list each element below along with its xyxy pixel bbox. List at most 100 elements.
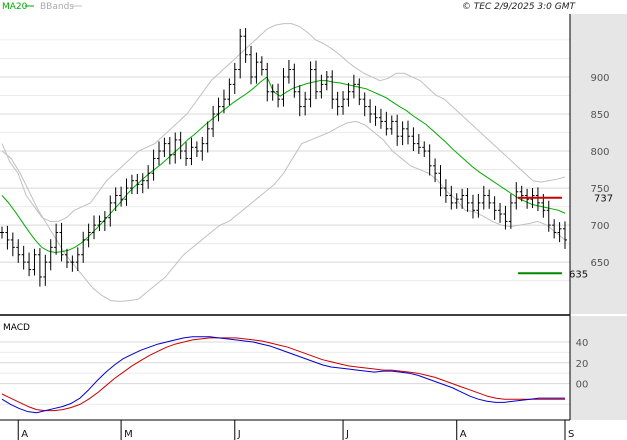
- x-tick-label: A: [460, 429, 467, 440]
- ohlc-bar: [135, 174, 140, 194]
- ohlc-bar: [173, 132, 178, 164]
- ohlc-bar: [525, 188, 530, 209]
- ohlc-bar: [470, 194, 475, 219]
- macd-panel-bg: [0, 316, 570, 420]
- ohlc-bar: [535, 187, 540, 212]
- ohlc-bar: [86, 223, 91, 248]
- ohlc-bar: [64, 248, 69, 269]
- ohlc-bar: [21, 245, 26, 270]
- macd-layer: [1, 336, 565, 414]
- ohlc-bar: [476, 194, 481, 218]
- ohlc-bar: [395, 114, 400, 146]
- ohlc-bar: [449, 185, 454, 210]
- ohlc-bar: [178, 131, 183, 160]
- ohlc-bar: [97, 215, 102, 232]
- macd-tick-label: 00: [576, 380, 589, 391]
- ohlc-bar: [205, 121, 210, 153]
- ohlc-bar: [438, 165, 443, 197]
- ohlc-bar: [481, 185, 486, 210]
- legend-bbands: BBands: [40, 2, 74, 12]
- ohlc-bar: [10, 232, 15, 257]
- ohlc-bar: [16, 239, 21, 263]
- macd-line: [1, 336, 565, 414]
- ohlc-bar: [227, 78, 232, 106]
- ohlc-bar: [563, 221, 567, 249]
- macd-signal-line: [1, 337, 565, 412]
- macd-title: MACD: [3, 323, 30, 333]
- price-tick-label: 750: [590, 184, 609, 195]
- ohlc-bar: [308, 61, 313, 108]
- ohlc-bar: [238, 28, 243, 79]
- price-layer: [0, 23, 567, 302]
- ohlc-bar: [162, 137, 167, 157]
- ohlc-bar: [346, 82, 351, 107]
- price-tick-label: 650: [590, 258, 609, 269]
- ohlc-bar: [324, 71, 329, 91]
- ohlc-bar: [27, 252, 32, 277]
- ohlc-bar: [335, 91, 340, 116]
- ohlc-bar: [200, 136, 205, 161]
- ohlc-bar: [70, 255, 75, 272]
- ohlc-bar: [292, 63, 297, 98]
- ohlc-bar: [384, 111, 389, 136]
- x-tick-label: S: [568, 429, 574, 440]
- price-tick-label: 700: [590, 221, 609, 232]
- xaxis-bg: [0, 420, 627, 440]
- ohlc-bar: [146, 165, 151, 189]
- ohlc-bar: [254, 52, 259, 84]
- ohlc-bar: [406, 120, 411, 145]
- ohlc-bar: [427, 144, 432, 176]
- macd-tick-label: 20: [576, 359, 589, 370]
- resistance-label: 737: [594, 194, 613, 205]
- ohlc-bar: [194, 141, 199, 157]
- ohlc-bar: [32, 248, 37, 276]
- axis-layer: 650 700 750 800 850 900 00 20 40 A M J J A S 737 635: [17, 73, 613, 440]
- ohlc-bar: [151, 149, 156, 181]
- ohlc-bar: [81, 231, 86, 263]
- x-tick-label: J: [345, 429, 349, 440]
- ohlc-bar: [378, 108, 383, 129]
- price-panel-bg: [0, 14, 570, 314]
- ohlc-bar: [303, 91, 308, 116]
- ohlc-bar: [37, 248, 42, 287]
- x-tick-label: A: [21, 429, 28, 440]
- ohlc-bar: [5, 225, 10, 250]
- grid-lines: [0, 39, 570, 405]
- ohlc-bar: [119, 186, 124, 207]
- ohlc-bar: [0, 226, 4, 239]
- ohlc-bar: [465, 188, 470, 212]
- ohlc-bar: [503, 205, 508, 230]
- ohlc-bar: [102, 211, 107, 232]
- ohlc-bar: [330, 70, 335, 109]
- ohlc-bar: [243, 28, 248, 63]
- ohlc-bar: [59, 222, 64, 262]
- ohlc-bar: [265, 62, 270, 102]
- x-tick-label: J: [237, 429, 241, 440]
- ohlc-bar: [54, 223, 59, 255]
- ohlc-bar: [48, 239, 53, 271]
- ohlc-bar: [129, 174, 134, 194]
- ohlc-bar: [552, 219, 557, 239]
- ohlc-bar: [286, 59, 291, 84]
- ohlc-bar: [43, 254, 48, 286]
- ohlc-bar: [487, 189, 492, 209]
- ohlc-bar: [416, 134, 421, 154]
- ohlc-bar: [108, 195, 113, 227]
- ohlc-bar: [92, 215, 97, 240]
- ohlc-bar: [443, 179, 448, 203]
- ohlc-bar: [189, 137, 194, 166]
- copyright-label: © TEC 2/9/2025 3:0 GMT: [462, 2, 577, 12]
- ohlc-bar: [519, 185, 524, 202]
- ohlc-bar: [276, 83, 281, 108]
- ohlc-bar: [319, 74, 324, 99]
- ohlc-bar: [557, 222, 562, 243]
- ohlc-bar: [167, 136, 172, 165]
- ohlc-bar: [411, 127, 416, 152]
- ohlc-bar: [113, 187, 118, 212]
- ohlc-bar: [508, 194, 513, 229]
- ohlc-bar: [498, 202, 503, 223]
- ohlc-bar: [422, 141, 427, 157]
- macd-axis-bg: [570, 316, 627, 420]
- ohlc-bar: [249, 45, 254, 85]
